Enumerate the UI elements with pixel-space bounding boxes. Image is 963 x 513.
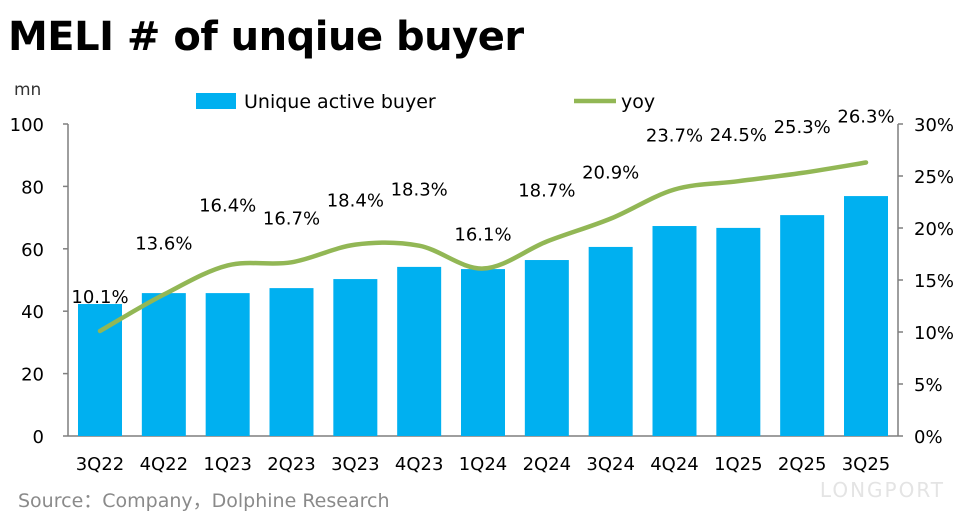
source-note: Source：Company，Dolphine Research — [18, 490, 390, 512]
yoy-line — [97, 160, 869, 334]
bar — [205, 293, 250, 436]
x-tick-label: 1Q25 — [714, 454, 763, 475]
legend-label-bar: Unique active buyer — [244, 91, 436, 113]
right-tick-label: 20% — [914, 219, 954, 240]
bar — [844, 196, 888, 436]
bar — [141, 293, 186, 436]
bar — [461, 269, 505, 436]
x-tick-label: 2Q24 — [523, 454, 572, 475]
bar — [269, 288, 314, 436]
left-tick-label: 60 — [21, 240, 44, 261]
right-tick-label: 10% — [914, 323, 954, 344]
x-tick-label: 1Q23 — [203, 454, 252, 475]
left-tick-label: 40 — [21, 302, 44, 323]
yoy-data-label: 24.5% — [710, 125, 767, 146]
yoy-data-label: 18.3% — [391, 180, 448, 201]
left-axis-unit: mn — [14, 80, 42, 100]
right-tick-label: 30% — [914, 115, 954, 136]
yoy-data-label: 23.7% — [646, 126, 703, 147]
x-tick-label: 3Q24 — [586, 454, 635, 475]
bar — [333, 279, 378, 436]
watermark-logo: LONGPORT — [819, 478, 945, 502]
x-tick-label: 2Q25 — [778, 454, 827, 475]
left-tick-label: 20 — [21, 365, 44, 386]
bar — [780, 215, 825, 436]
x-tick-label: 3Q22 — [76, 454, 125, 475]
bar — [524, 260, 569, 436]
right-tick-label: 0% — [914, 427, 943, 448]
x-tick-label: 3Q23 — [331, 454, 380, 475]
yoy-data-label: 18.4% — [327, 191, 384, 212]
yoy-data-label: 26.3% — [837, 106, 894, 127]
legend-swatch-bar — [196, 93, 236, 109]
right-tick-label: 15% — [914, 271, 954, 292]
right-tick-label: 5% — [914, 375, 943, 396]
left-tick-label: 0 — [33, 427, 44, 448]
yoy-data-label: 16.4% — [199, 195, 256, 216]
x-tick-label: 2Q23 — [267, 454, 316, 475]
x-tick-label: 4Q22 — [140, 454, 189, 475]
x-tick-label: 4Q23 — [395, 454, 444, 475]
yoy-data-label: 20.9% — [582, 163, 639, 184]
legend-label-line: yoy — [621, 91, 655, 113]
bar — [652, 226, 697, 436]
yoy-data-label: 16.1% — [454, 225, 511, 246]
bar — [78, 304, 122, 436]
yoy-data-label: 13.6% — [135, 234, 192, 255]
bar — [716, 227, 761, 436]
chart-title: MELI # of unqiue buyer — [8, 14, 524, 60]
x-tick-label: 4Q24 — [650, 454, 699, 475]
left-tick-label: 80 — [21, 177, 44, 198]
right-tick-label: 25% — [914, 167, 954, 188]
yoy-data-label: 25.3% — [774, 117, 831, 138]
left-tick-label: 100 — [10, 115, 44, 136]
bar — [397, 266, 442, 436]
bar — [588, 246, 633, 436]
yoy-data-label: 10.1% — [71, 287, 128, 308]
yoy-data-label: 16.7% — [263, 208, 320, 229]
x-tick-label: 1Q24 — [459, 454, 508, 475]
x-tick-label: 3Q25 — [842, 454, 891, 475]
yoy-data-label: 18.7% — [518, 181, 575, 202]
